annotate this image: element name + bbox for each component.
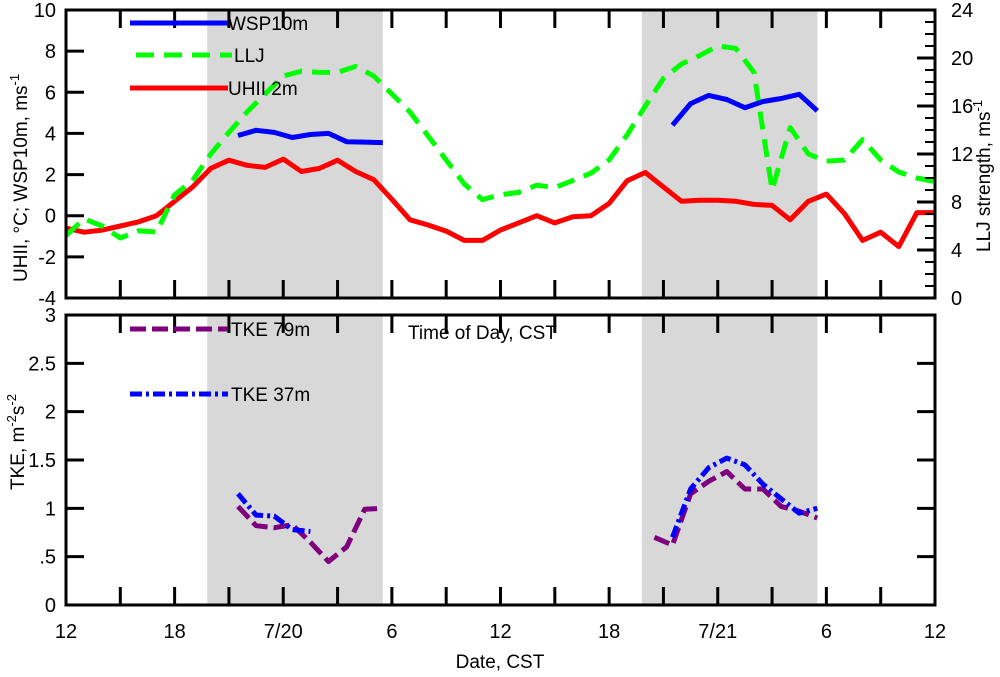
series-llj-line — [64, 43, 936, 241]
y-tick-label-right: 4 — [951, 240, 962, 262]
legend-label-wsp10m: WSP10m — [228, 14, 308, 35]
x-tick-label: 18 — [164, 621, 186, 643]
legend-label-tke37: TKE 37m — [231, 385, 310, 406]
night-shading-0 — [207, 10, 383, 298]
y-tick-label-right: 12 — [951, 144, 973, 166]
top-panel-series — [64, 43, 936, 250]
y-tick-label-left: 4 — [45, 123, 56, 145]
x-tick-label: 12 — [489, 621, 511, 643]
x-tick-label: 6 — [821, 621, 832, 643]
legend-label-tke79: TKE 79m — [231, 320, 310, 341]
y-tick-label-left: 0 — [45, 206, 56, 228]
y-tick-label-left: 6 — [45, 82, 56, 104]
y-tick-label-left: -4 — [38, 288, 56, 310]
bottom-axis-title: TKE, m-2s-2 — [4, 394, 29, 490]
top-left-axis-title: UHII, °C; WSP10m, ms-1 — [7, 74, 32, 282]
series-uhii-2m-line — [65, 156, 935, 250]
bottom-panel-series — [236, 455, 819, 564]
y-tick-label-left: 2 — [45, 165, 56, 187]
x-tick-label: 6 — [386, 621, 397, 643]
series-tke-79m-line — [236, 504, 383, 564]
y-tick-label-bottom: 2.5 — [28, 353, 56, 375]
y-tick-label-right: 20 — [951, 48, 973, 70]
y-tick-label-bottom: 1.5 — [28, 450, 56, 472]
y-tick-label-left: -2 — [38, 247, 56, 269]
series-tke-37m-line — [236, 492, 311, 534]
y-tick-label-bottom: .5 — [39, 547, 56, 569]
bottom-panel-shading — [207, 315, 818, 605]
y-tick-label-right: 0 — [951, 288, 962, 310]
series-tke-37m-line — [670, 455, 818, 539]
y-tick-label-bottom: 3 — [45, 305, 56, 327]
x-tick-label: 12 — [924, 621, 946, 643]
time-of-day-annotation: Time of Day, CST — [408, 323, 557, 344]
axis-ticks — [66, 10, 935, 605]
x-tick-label: 18 — [598, 621, 620, 643]
night-shading-0 — [207, 315, 383, 605]
top-panel-shading — [207, 10, 818, 298]
y-tick-label-bottom: 2 — [45, 402, 56, 424]
series-tke-79m-line — [653, 469, 819, 548]
y-tick-label-left: 10 — [34, 0, 56, 22]
y-tick-label-right: 8 — [951, 192, 962, 214]
top-right-axis-title: LLJ strength, ms-1 — [970, 100, 995, 252]
x-axis-title: Date, CST — [456, 652, 545, 673]
y-tick-label-left: 8 — [45, 41, 56, 63]
series-wsp10m-line — [237, 127, 383, 146]
y-tick-label-right: 24 — [951, 0, 973, 22]
y-tick-label-bottom: 1 — [45, 498, 56, 520]
x-tick-label: 7/21 — [698, 621, 737, 643]
legend-label-uhii: UHII 2m — [228, 79, 298, 100]
top-legend: WSP10m LLJ UHII 2m — [130, 14, 308, 100]
legend-label-llj: LLJ — [234, 46, 265, 67]
night-shading-1 — [641, 10, 818, 298]
y-tick-label-bottom: 0 — [45, 595, 56, 617]
bottom-legend: TKE 79m TKE 37m — [130, 320, 310, 406]
x-tick-label: 12 — [55, 621, 77, 643]
series-wsp10m-line — [670, 91, 819, 127]
y-tick-label-right: 16 — [951, 96, 973, 118]
x-tick-label: 7/20 — [264, 621, 303, 643]
